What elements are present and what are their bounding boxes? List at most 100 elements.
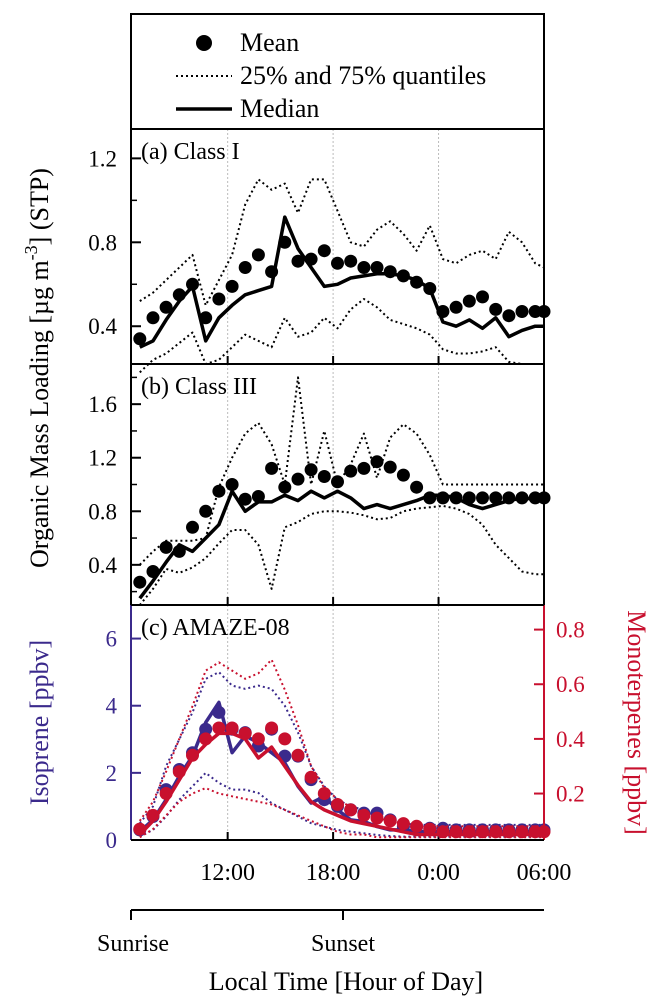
- data-point-a-s0-25: [462, 294, 476, 308]
- legend-mean-label: Mean: [240, 28, 299, 57]
- data-point-c-s4-15: [331, 798, 344, 811]
- y-tick-label-c-0: 0: [106, 828, 118, 853]
- y-tick-label-a-0: 0.4: [88, 314, 117, 339]
- series-line-b-s3: [139, 376, 544, 566]
- data-point-c-s4-18: [370, 811, 384, 825]
- data-point-c-s4-12: [291, 748, 305, 762]
- data-point-a-s0-24: [449, 300, 463, 314]
- y-tick-label-c-3: 6: [106, 627, 118, 652]
- y-tick-label-b-2: 1.2: [88, 446, 117, 471]
- data-point-a-s0-28: [502, 309, 516, 323]
- data-point-a-s0-15: [331, 256, 344, 270]
- y2-tick-label-2: 0.6: [556, 672, 585, 697]
- data-point-a-s0-7: [225, 279, 239, 293]
- data-point-b-s0-20: [396, 468, 410, 482]
- y-tick-label-b-1: 0.8: [88, 499, 117, 524]
- data-point-b-s0-27: [489, 491, 503, 505]
- data-point-a-s0-16: [344, 254, 358, 268]
- data-point-b-s0-9: [251, 490, 265, 503]
- panel-a: 0.4 0.8 1.2 (a) Class I: [88, 128, 551, 374]
- panel-title-a: (a) Class I: [141, 139, 240, 165]
- y-tick-label-b-0: 0.4: [88, 553, 117, 578]
- data-point-c-s4-10: [265, 721, 279, 735]
- data-point-a-s0-14: [317, 244, 331, 258]
- series-line-c-s1: [138, 700, 544, 834]
- data-point-a-s0-0: [133, 332, 147, 346]
- data-point-b-s0-14: [317, 470, 331, 483]
- data-point-c-s4-16: [344, 803, 358, 817]
- panel-b: 0.4 0.8 1.2 1.6 (b) Class III: [88, 363, 551, 606]
- data-point-b-s0-16: [344, 464, 358, 478]
- data-point-b-s0-26: [476, 491, 489, 505]
- data-point-b-s0-12: [291, 472, 305, 486]
- legend-mean-marker: [196, 35, 212, 51]
- data-point-a-s0-17: [357, 261, 371, 274]
- data-point-b-s0-17: [357, 461, 371, 475]
- data-point-b-s0-19: [383, 460, 397, 474]
- y-axis-label: Organic Mass Loading [µg m-3] (STP): [21, 168, 54, 568]
- data-point-b-s0-5: [199, 504, 213, 518]
- series-line-b-s1: [138, 489, 544, 600]
- panel-title-c: (c) AMAZE-08: [141, 615, 290, 641]
- data-point-b-s0-11: [278, 480, 292, 494]
- data-point-b-s0-2: [159, 540, 173, 554]
- data-point-c-s4-11: [278, 732, 292, 746]
- series-line-a-s3: [139, 178, 545, 307]
- data-point-a-s0-18: [370, 261, 384, 274]
- data-point-b-s0-7: [225, 478, 239, 491]
- y-tick-label-a-2: 1.2: [88, 146, 117, 171]
- data-point-b-s0-10: [265, 461, 279, 475]
- data-point-c-s4-13: [304, 770, 318, 784]
- data-point-b-s0-8: [238, 492, 252, 506]
- data-point-c-s4-4: [186, 748, 199, 762]
- y2-tick-label-0: 0.2: [556, 782, 585, 807]
- y2-tick-label-1: 0.4: [556, 727, 585, 752]
- sunset-label: Sunset: [311, 931, 375, 957]
- data-point-a-s0-27: [489, 302, 503, 316]
- x-tick-label-2: 0:00: [417, 860, 460, 886]
- isoprene-axis-label: Isoprene [ppbv]: [25, 640, 54, 805]
- series-line-a-s1: [139, 215, 544, 349]
- y-tick-label-c-2: 4: [106, 694, 118, 719]
- series-line-a-s2: [139, 298, 544, 374]
- data-point-c-s4-19: [383, 814, 397, 828]
- panel-c: 0 2 4 6 0.2 0.4 0.6 0.8 Isoprene [ppbv] Monoterpe…: [25, 604, 650, 886]
- y-axis-label-tail: ] (STP): [25, 168, 54, 245]
- data-point-c-s4-7: [225, 721, 239, 735]
- data-point-b-s0-6: [212, 484, 226, 498]
- series-line-c-s3: [139, 671, 544, 826]
- data-point-b-s0-0: [133, 575, 147, 589]
- data-point-a-s0-8: [238, 261, 252, 274]
- data-point-c-s4-9: [251, 732, 265, 746]
- data-point-b-s0-13: [304, 463, 318, 477]
- y2-tick-label-3: 0.8: [556, 618, 585, 643]
- data-point-b-s0-21: [410, 480, 424, 494]
- series-line-c-s5: [138, 731, 544, 837]
- monoterpene-axis-label: Monoterpenes [ppbv]: [622, 610, 650, 835]
- legend-quantile-label: 25% and 75% quantiles: [240, 61, 486, 90]
- series-line-c-s6: [139, 787, 544, 839]
- y-tick-label-a-1: 0.8: [88, 230, 117, 255]
- data-point-c-s4-17: [357, 808, 371, 822]
- series-line-c-s7: [138, 658, 544, 828]
- y-tick-label-b-3: 1.6: [88, 392, 117, 417]
- data-point-a-s0-9: [251, 248, 265, 262]
- panels: 0.4 0.8 1.2 (a) Class I 0.4 0.8 1.2 1.6 (b) Clas…: [25, 128, 650, 886]
- data-point-a-s0-2: [159, 300, 173, 314]
- y-axis-label-exponent: -3: [21, 245, 41, 260]
- series-line-b-s2: [139, 504, 544, 606]
- x-tick-label-3: 06:00: [517, 860, 572, 886]
- sunrise-label: Sunrise: [97, 931, 169, 957]
- x-tick-label-1: 18:00: [306, 860, 361, 886]
- data-point-a-s0-6: [212, 292, 226, 306]
- data-point-a-s0-29: [515, 305, 529, 318]
- data-point-a-s0-12: [291, 254, 305, 268]
- y-tick-label-c-1: 2: [106, 761, 118, 786]
- y-axis-label-main: Organic Mass Loading [µg m: [25, 260, 54, 568]
- data-point-c-s4-6: [212, 721, 226, 735]
- data-point-b-s0-4: [186, 520, 199, 534]
- panel-title-b: (b) Class III: [141, 374, 257, 400]
- x-axis-label: Local Time [Hour of Day]: [209, 967, 483, 996]
- data-point-a-s0-26: [476, 290, 489, 304]
